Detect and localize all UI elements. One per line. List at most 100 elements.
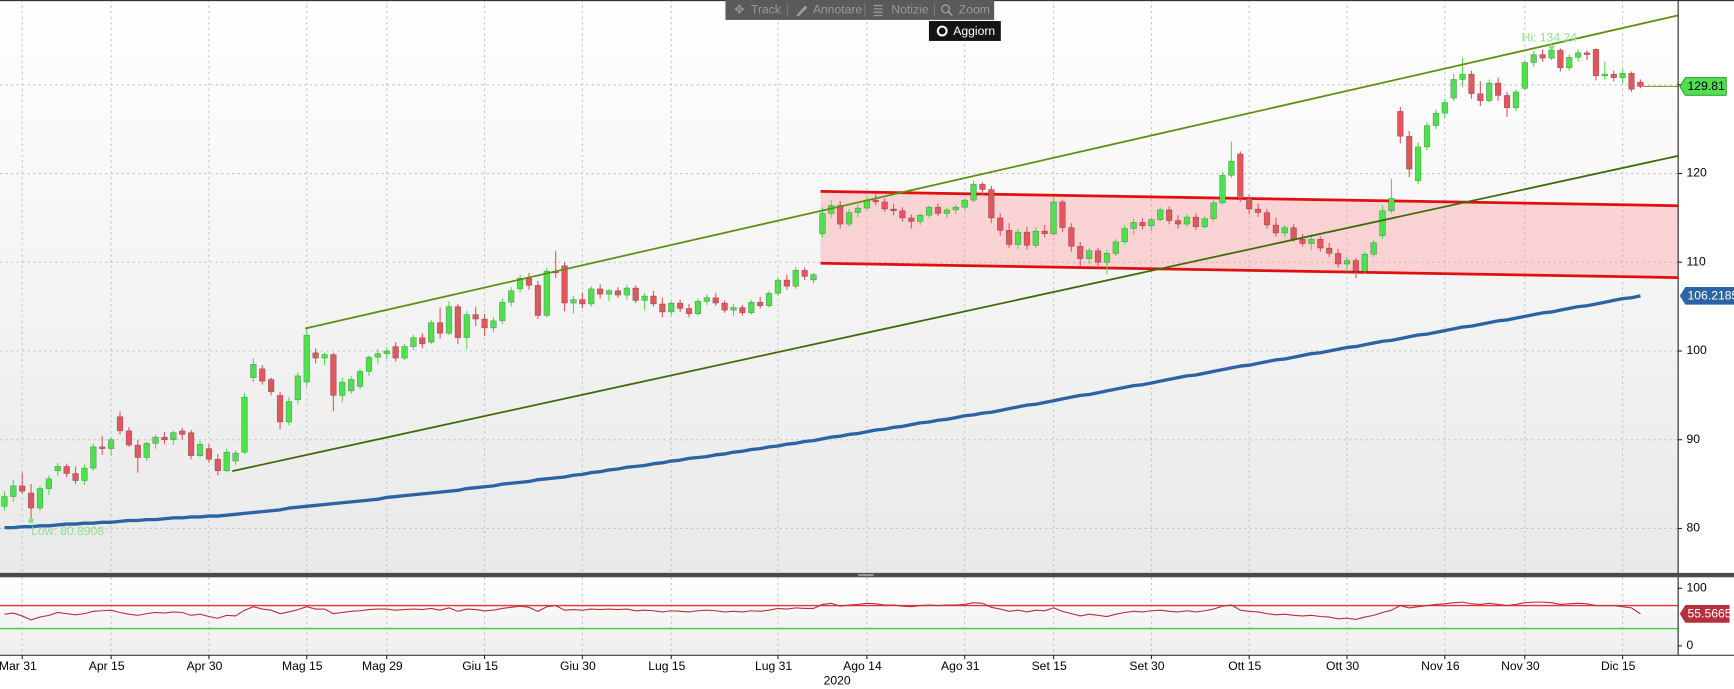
candle-body <box>845 212 853 225</box>
candle-body <box>1486 82 1493 102</box>
candle-body <box>1575 52 1582 58</box>
candle-body <box>161 436 168 441</box>
candle-body <box>997 217 1004 231</box>
rsi-panel <box>0 577 1678 655</box>
candle-body <box>294 375 301 401</box>
candle-body <box>152 436 159 444</box>
candle-body <box>748 301 755 314</box>
candle-body <box>90 446 97 469</box>
candle-body <box>819 213 826 235</box>
button-icon <box>947 11 953 17</box>
candle-body <box>348 379 355 392</box>
x-tick-label: Apr 30 <box>187 659 223 673</box>
x-tick-label: Dic 15 <box>1601 659 1636 673</box>
toolbar-button[interactable]: Zoom <box>940 3 990 17</box>
candle-body <box>1299 238 1306 244</box>
button-label[interactable]: Notizie <box>891 3 928 17</box>
candle-body <box>356 371 364 387</box>
candle-body <box>1130 222 1137 229</box>
candle-body <box>223 451 230 472</box>
candle-body <box>525 277 533 286</box>
marks <box>0 47 1678 630</box>
candle-body <box>899 210 906 219</box>
candle-body <box>1397 111 1404 137</box>
refresh-icon <box>936 25 948 37</box>
candle-body <box>890 208 897 212</box>
x-tick-label: Mar 31 <box>0 659 37 673</box>
button-label[interactable]: Track <box>751 3 782 17</box>
candle-body <box>543 270 550 316</box>
toolbar-button[interactable]: ✥ Track <box>734 3 781 17</box>
refresh-label[interactable]: Aggiorn <box>953 24 995 38</box>
candle-body <box>1352 260 1360 272</box>
candle-body <box>63 466 70 474</box>
low-marker <box>28 517 34 524</box>
candle-body <box>1494 82 1502 96</box>
candle-body <box>285 401 293 423</box>
candle-body <box>365 356 373 372</box>
candle-body <box>943 209 951 214</box>
candle-body <box>1210 202 1217 220</box>
low-label: Low: 80.8908 <box>31 524 104 538</box>
candle-body <box>1290 227 1297 240</box>
button-label[interactable]: Annotare <box>813 3 863 17</box>
button-icon <box>940 4 951 14</box>
candle-body <box>232 452 239 462</box>
candle-body <box>774 279 782 294</box>
candle-body <box>170 432 177 441</box>
rsi-label: 55.5665 <box>1688 607 1732 621</box>
candle-body <box>988 189 995 219</box>
candle-body <box>250 364 257 378</box>
candle-body <box>321 354 328 359</box>
x-tick-label: Nov 16 <box>1421 659 1460 673</box>
candle-body <box>1112 241 1119 254</box>
toolbar-button[interactable]: Notizie <box>873 3 929 17</box>
refresh-button[interactable]: Aggiorn <box>928 21 1001 41</box>
candle-body <box>45 478 53 489</box>
candle-body <box>1023 231 1031 246</box>
toolbar-button[interactable]: Annotare <box>796 3 862 17</box>
y-tick-label: 100 <box>1686 343 1707 357</box>
candle-body <box>143 443 150 458</box>
candle-body <box>1592 48 1600 77</box>
y-tick-label: 120 <box>1686 166 1707 180</box>
candle-body <box>241 396 248 453</box>
x-tick-label: Ago 31 <box>941 659 980 673</box>
grid <box>0 0 1678 655</box>
candle-body <box>472 314 479 320</box>
candle-body <box>1503 95 1511 109</box>
x-tick-label: Giu 30 <box>560 659 596 673</box>
candle-body <box>1530 54 1537 63</box>
candle-body <box>392 346 399 359</box>
candle-body <box>1308 238 1315 244</box>
candle-body <box>428 322 435 343</box>
candle-body <box>1263 212 1271 226</box>
hi-marker <box>1548 44 1555 50</box>
candle-body <box>979 183 986 190</box>
candle-body <box>330 354 337 396</box>
candle-body <box>1077 246 1084 259</box>
candle-body <box>196 443 204 456</box>
candle-body <box>614 290 622 296</box>
candle-body <box>1103 253 1111 263</box>
channel-top <box>305 14 1678 330</box>
candle-body <box>1628 72 1635 90</box>
trend-lines <box>232 14 1678 472</box>
candle-body <box>1121 228 1128 243</box>
y-tick-label: 80 <box>1686 521 1700 535</box>
candle-body <box>125 430 133 446</box>
x-tick-label: Lug 15 <box>648 659 685 673</box>
candle-body <box>36 488 44 509</box>
rsi-line <box>4 601 1641 621</box>
candle-body <box>881 201 888 210</box>
candle-body <box>116 416 124 432</box>
candle-body <box>1005 230 1013 245</box>
x-tick-label: Giu 15 <box>462 659 498 673</box>
candle-body <box>374 353 382 358</box>
last-price-tag <box>1679 77 1727 96</box>
candle-body <box>1619 72 1626 78</box>
button-label[interactable]: Zoom <box>959 3 990 17</box>
candle-body <box>837 205 844 225</box>
candle-body <box>1281 227 1288 234</box>
candle-body <box>1272 224 1280 234</box>
